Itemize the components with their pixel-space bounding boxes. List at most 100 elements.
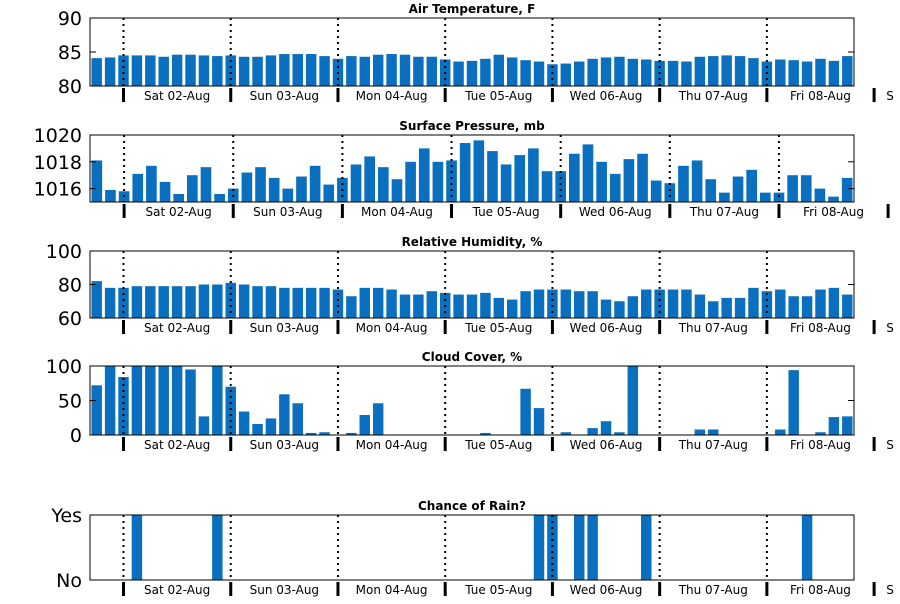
bar [319, 56, 330, 86]
bar [372, 403, 384, 435]
bar [350, 164, 362, 202]
x-tick-label: Sun 03-Aug [250, 89, 319, 103]
bar [91, 58, 102, 86]
bar [391, 179, 403, 202]
bar [212, 515, 223, 580]
bar [801, 61, 813, 86]
y-tick-label: 100 [46, 241, 82, 263]
x-tick-label: Thu 07-Aug [689, 205, 759, 219]
bar [359, 287, 370, 318]
bar [678, 165, 689, 202]
bar [359, 56, 370, 86]
x-tick-label: Thu 07-Aug [678, 438, 748, 452]
bar [426, 291, 438, 318]
bar [506, 57, 518, 86]
bar [131, 286, 143, 318]
panel-4: Cloud Cover, % 0 50 100 Sat 02-Aug Sun 03-Aug… [46, 350, 894, 452]
y-tick-label: 1016 [34, 179, 82, 201]
chart-title: Surface Pressure, mb [399, 119, 545, 133]
x-tick-label: Sun 03-Aug [250, 438, 319, 452]
bar [131, 515, 143, 580]
bar [91, 160, 103, 202]
bar [238, 284, 250, 318]
bar [641, 289, 652, 318]
bar [493, 54, 505, 86]
bar [842, 416, 853, 435]
bar [158, 286, 169, 318]
x-tick-label: Fri 08-Aug [790, 321, 851, 335]
plot-frame [89, 134, 855, 203]
x-tick-label: Sun 03-Aug [250, 321, 319, 335]
bar [466, 60, 478, 86]
bar [520, 60, 531, 86]
bar [828, 60, 840, 86]
bar [582, 144, 594, 202]
bar [212, 56, 223, 86]
bar [212, 366, 223, 435]
y-tick-label: 50 [58, 391, 82, 413]
x-tick-label: Tue 05-Aug [464, 89, 532, 103]
bar [252, 56, 263, 86]
bar [596, 161, 607, 202]
bar [386, 54, 397, 86]
bar [775, 429, 786, 435]
bar [418, 148, 430, 202]
bar [105, 189, 116, 202]
bar [587, 428, 598, 435]
bar [145, 55, 156, 86]
bar [225, 55, 236, 86]
x-tick-label: Fri 08-Aug [790, 89, 851, 103]
bar [118, 287, 129, 318]
bar [405, 161, 416, 202]
bar [91, 281, 102, 318]
x-tick-label: Fri 08-Aug [803, 205, 864, 219]
bar [547, 64, 558, 86]
bar [305, 432, 317, 435]
bar [506, 299, 518, 318]
chart-title: Air Temperature, F [409, 2, 536, 16]
x-tick-label: S [886, 89, 894, 103]
bar [787, 175, 798, 202]
y-tick-label: 80 [58, 76, 82, 98]
bar [252, 423, 263, 435]
bar [171, 366, 183, 435]
panel-1: Air Temperature, F 80 85 90 Sat 02-Aug Sun 03… [58, 2, 894, 103]
bar [547, 515, 558, 580]
bar [346, 296, 357, 318]
bar [292, 403, 303, 435]
x-tick-label: Thu 07-Aug [678, 321, 748, 335]
bar [560, 63, 572, 86]
bar [705, 179, 717, 202]
bar [453, 61, 464, 86]
bar [241, 172, 253, 202]
bar [131, 366, 143, 435]
bar [609, 173, 621, 202]
bar [378, 167, 389, 202]
bar [159, 181, 171, 202]
bar [734, 56, 746, 86]
bar [528, 148, 539, 202]
bar [694, 56, 706, 86]
panel-3: Relative Humidity, % 60 80 100 Sat 02-Aug Sun… [46, 235, 894, 335]
bar [323, 184, 335, 202]
y-tick-label: 1018 [34, 152, 82, 174]
bar [480, 292, 491, 319]
x-tick-label: S [886, 438, 894, 452]
bar [719, 192, 730, 202]
bar [520, 291, 531, 318]
bar [533, 408, 545, 435]
bar [533, 61, 545, 86]
x-tick-label: S [886, 321, 894, 335]
bar [466, 294, 478, 318]
bar [118, 377, 129, 435]
bar [533, 515, 545, 580]
bar [694, 294, 706, 318]
bar [265, 286, 277, 318]
bar [480, 432, 491, 435]
bar [641, 59, 652, 86]
bar [346, 432, 357, 435]
bar [91, 385, 102, 435]
bar [667, 60, 679, 86]
bar [198, 284, 210, 318]
bar [171, 286, 183, 318]
